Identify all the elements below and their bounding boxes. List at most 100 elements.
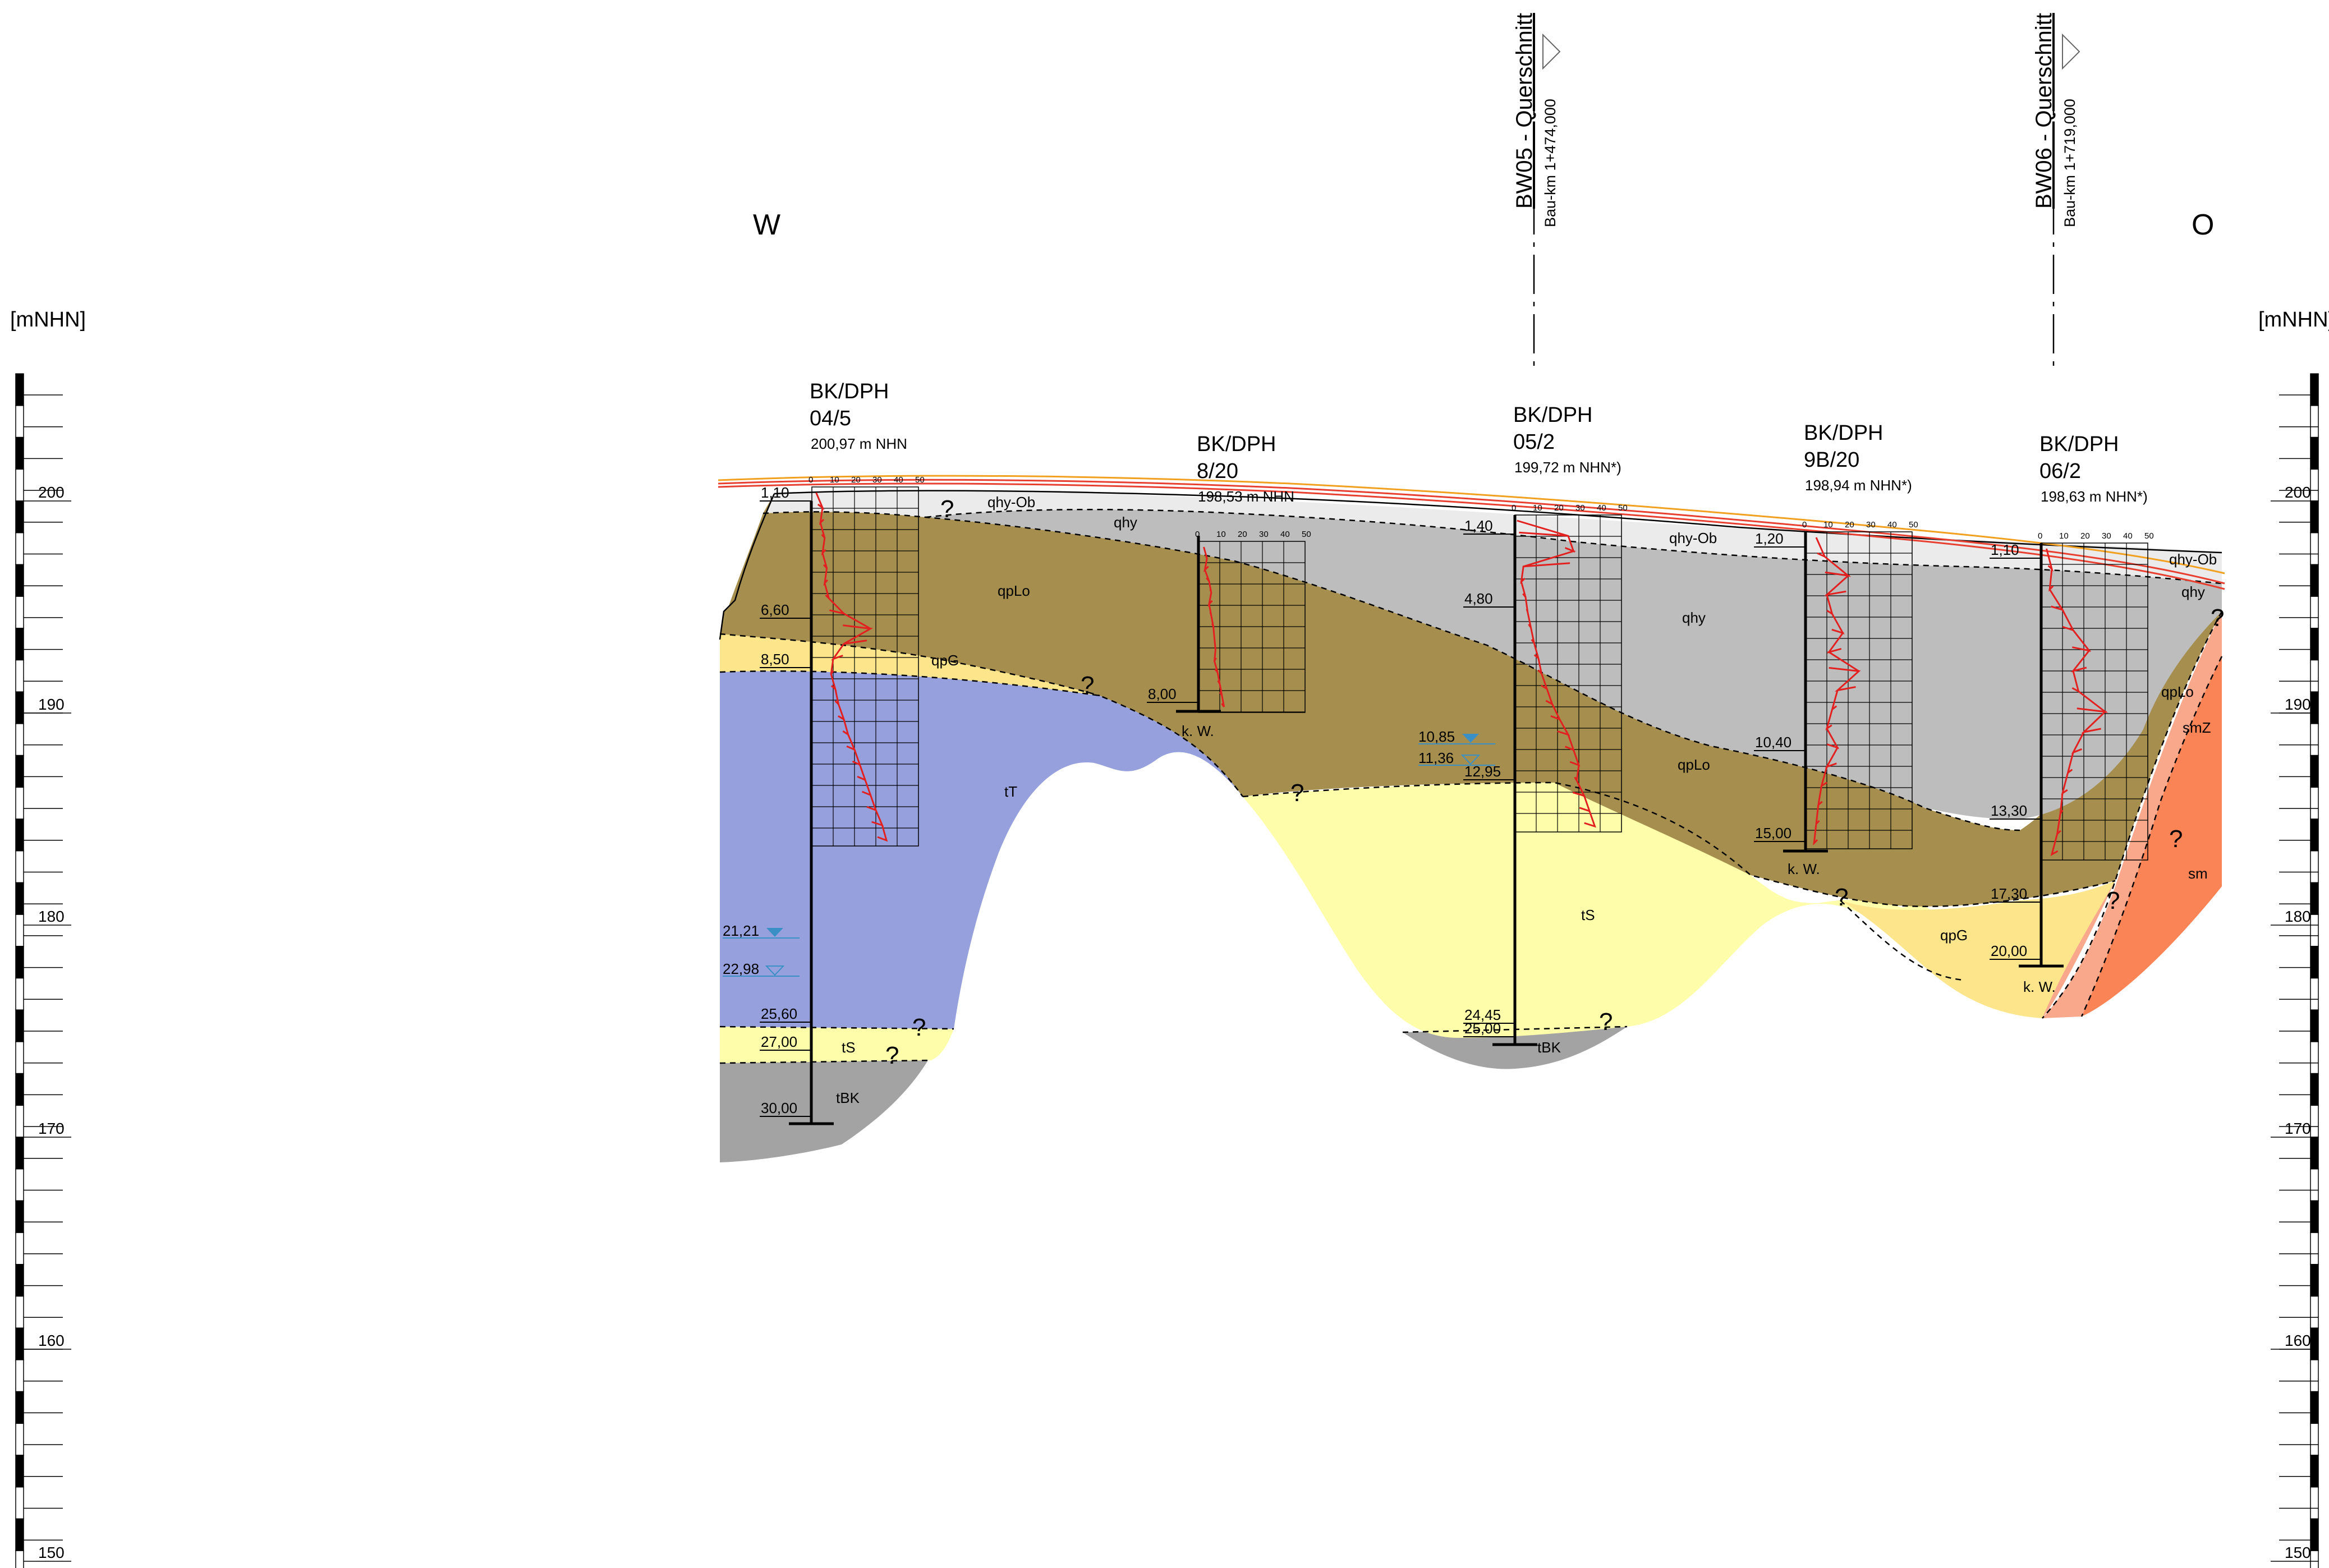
scale-segment [15, 1423, 24, 1456]
axis-unit-label-left: [mNHN] [10, 308, 86, 332]
question-mark: ? [2211, 604, 2224, 632]
no-water-label: k. W. [1788, 861, 1820, 877]
ground-surface-west-slope [719, 493, 775, 640]
question-mark: ? [885, 1042, 899, 1069]
depth-label: 13,30 [1991, 802, 2027, 819]
scale-segment [2310, 1200, 2319, 1233]
scale-segment [2310, 1137, 2319, 1170]
no-water-label: k. W. [2023, 978, 2056, 995]
scale-segment [2310, 1264, 2319, 1297]
borehole-type: BK/DPH [1197, 433, 1276, 456]
scale-segment [2310, 405, 2319, 438]
west-label: W [753, 209, 780, 241]
scale-segment [2310, 1359, 2319, 1392]
layer-labels: qhy-Ob qhy qhy-Ob qhy-Ob qhy qhy qpLo qp… [836, 494, 2217, 1106]
dph-scale-label: 20 [851, 475, 861, 485]
question-mark: ? [912, 1014, 926, 1041]
layer-qpLo [720, 512, 2222, 907]
depth-label: 24,45 [1464, 1006, 1501, 1023]
scale-segment [15, 882, 24, 915]
scale-segment [15, 1550, 24, 1568]
uncertainty-marks: ? ? ? ? ? ? ? ? ? ? [885, 495, 2224, 1069]
scale-segment [2310, 373, 2319, 406]
scale-segment [2310, 500, 2319, 534]
scale-segment [15, 1041, 24, 1074]
label-sm: sm [2188, 865, 2208, 882]
scale-segment [15, 850, 24, 884]
dph-curve [2046, 548, 2108, 857]
label-qpG-2: qpG [1940, 927, 1968, 944]
question-mark: ? [2106, 887, 2120, 914]
scale-segment [15, 691, 24, 724]
scale-label: 200 [2285, 484, 2311, 501]
water-level-label: 11,36 [1418, 749, 1454, 766]
ground-surface [774, 490, 2222, 554]
dph-scale-label: 30 [2102, 531, 2111, 541]
scale-segment [2310, 882, 2319, 915]
scale-label: 180 [2285, 908, 2311, 925]
scale-segment [2310, 1327, 2319, 1360]
borehole-elevation: 198,63 m NHN*) [2041, 488, 2148, 505]
survey-line-orange [718, 475, 2225, 574]
layer-boundaries [719, 508, 2223, 1064]
survey-line-red-2 [718, 482, 2225, 590]
borehole-9B-20: 0 10 20 30 40 50 1,20 10,40 15,00 BK/DPH 9B/20 198,… [1754, 421, 1918, 853]
dph-scale-label: 20 [1554, 503, 1564, 513]
dph-scale-label: 40 [1597, 503, 1606, 513]
borehole-type: BK/DPH [1513, 403, 1592, 427]
scale-segment [2310, 977, 2319, 1010]
dph-curve [1517, 519, 1596, 828]
water-levels: 21,21 22,98 10,85 11,36 k. W. k. W. k. W… [723, 723, 2056, 995]
survey-line-red [718, 479, 2225, 585]
depth-label: 20,00 [1991, 942, 2027, 959]
question-mark: ? [1081, 672, 1094, 699]
scale-label: 150 [2285, 1544, 2311, 1561]
scale-segment [2310, 1073, 2319, 1106]
label-tT: tT [1004, 783, 1017, 800]
scale-segment [15, 628, 24, 661]
dph-curve [1203, 546, 1225, 707]
dph-scale-label: 10 [830, 475, 839, 485]
dph-scale-label: 10 [1533, 503, 1542, 513]
dph-scale-label: 40 [894, 475, 903, 485]
depth-label: 15,00 [1755, 825, 1791, 842]
depth-label: 4,80 [1464, 590, 1493, 607]
scale-segment [2310, 755, 2319, 788]
dph-scale-label: 10 [1823, 520, 1833, 530]
question-mark: ? [1835, 884, 1848, 911]
water-level-label: 21,21 [723, 922, 759, 939]
scale-segment [15, 977, 24, 1010]
depth-label: 30,00 [761, 1100, 797, 1116]
scale-segment [2310, 787, 2319, 820]
scale-segment [15, 1455, 24, 1488]
scale-segment [2310, 596, 2319, 629]
depth-label: 17,30 [1991, 885, 2027, 902]
scale-segment [15, 1073, 24, 1106]
label-qhy-ob-1: qhy-Ob [987, 494, 1035, 511]
bw06-title: BW06 - Querschnitt [2032, 13, 2056, 209]
borehole-id: 9B/20 [1804, 448, 1859, 472]
dph-scale-label: 0 [809, 475, 813, 485]
scale-segment [15, 1168, 24, 1202]
question-mark: ? [1290, 779, 1304, 807]
label-tBK-1: tBK [836, 1089, 860, 1106]
scale-segment [15, 787, 24, 820]
layer-smZ-band [2042, 611, 2222, 1018]
water-level-label: 22,98 [723, 960, 759, 977]
scale-segment [15, 1105, 24, 1138]
dph-scale-label: 50 [1618, 503, 1628, 513]
label-qpLo-3: qpLo [2161, 683, 2194, 700]
dph-scale-label: 40 [1280, 530, 1290, 539]
scale-segment [15, 914, 24, 947]
scale-segment [2310, 564, 2319, 597]
scale-segment [2310, 914, 2319, 947]
layer-qpG-east [1840, 881, 2115, 1018]
dph-scale-label: 10 [1216, 530, 1226, 539]
elevation-scale-left: 200 190 180 170 160 150 [15, 373, 71, 1568]
scale-segment [15, 819, 24, 852]
label-tBK-2: tBK [1537, 1039, 1561, 1056]
dph-scale-label: 50 [915, 475, 925, 485]
scale-segment [2310, 1391, 2319, 1424]
scale-segment [15, 596, 24, 629]
scale-segment [15, 1327, 24, 1360]
